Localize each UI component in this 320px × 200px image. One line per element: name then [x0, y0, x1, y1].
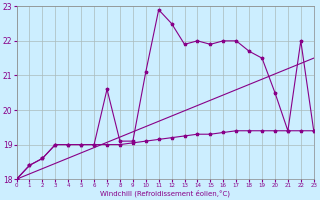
X-axis label: Windchill (Refroidissement éolien,°C): Windchill (Refroidissement éolien,°C) — [100, 190, 230, 197]
